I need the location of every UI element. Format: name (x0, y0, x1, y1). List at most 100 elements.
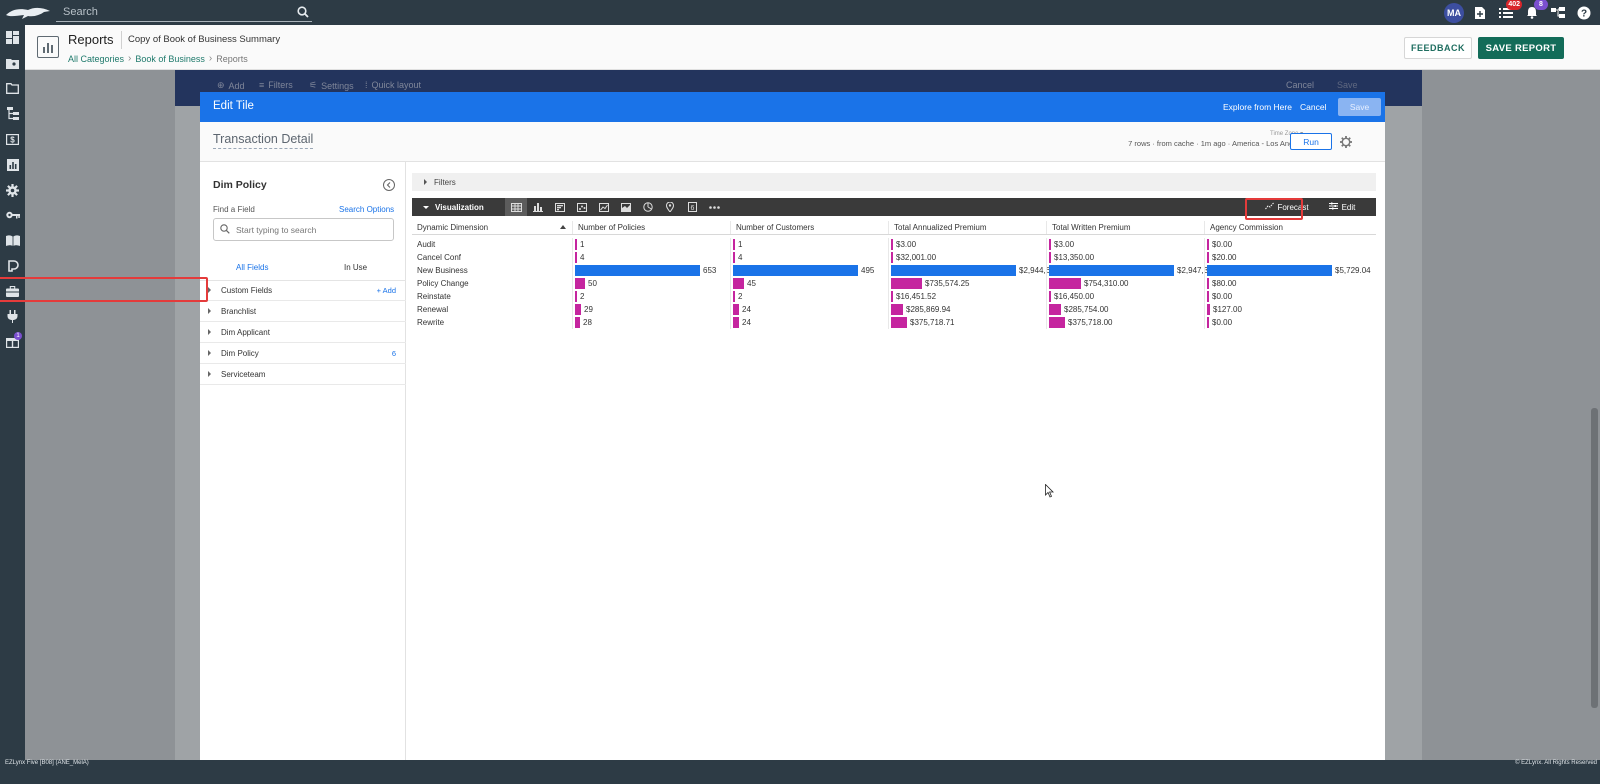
power-plug-icon[interactable] (0, 304, 25, 329)
key-icon[interactable] (0, 203, 25, 228)
row-dimension[interactable]: Rewrite (417, 318, 445, 327)
global-search-input[interactable] (56, 6, 294, 18)
grid-dots-icon: ⁞ (365, 80, 368, 90)
field-group-custom-fields[interactable]: Custom Fields + Add (200, 280, 406, 301)
ezlynx-logo[interactable] (0, 0, 56, 25)
column-header[interactable]: Number of Customers (730, 221, 888, 234)
table-cell: 495 (730, 264, 888, 277)
tab-in-use[interactable]: In Use (344, 263, 368, 272)
search-options-link[interactable]: Search Options (339, 205, 395, 214)
filters-section-toggle[interactable]: Filters (412, 173, 1376, 191)
column-header[interactable]: Number of Policies (572, 221, 730, 234)
folder-icon[interactable] (0, 76, 25, 101)
dashboard-filters-button[interactable]: ≡ Filters (259, 80, 293, 90)
pie-chart-icon[interactable] (637, 198, 659, 216)
add-tile-button[interactable]: ⊕ Add (217, 80, 245, 91)
new-document-icon[interactable] (1470, 3, 1490, 23)
explore-from-here-button[interactable]: Explore from Here (1223, 102, 1292, 112)
row-dimension[interactable]: Renewal (417, 305, 449, 314)
add-custom-field-button[interactable]: + Add (376, 285, 396, 295)
breadcrumb: All Categories › Book of Business › Repo… (68, 53, 248, 64)
breadcrumb-book-of-business[interactable]: Book of Business (135, 53, 205, 64)
breadcrumb-all-categories[interactable]: All Categories (68, 53, 125, 64)
tile-settings-gear-icon[interactable] (1338, 134, 1354, 150)
dashboard-save-button[interactable]: Save (1337, 80, 1358, 90)
contact-folder-icon[interactable] (0, 50, 25, 75)
cell-value: 2 (580, 292, 585, 301)
help-icon[interactable]: ? (1574, 3, 1594, 23)
row-dimension[interactable]: Cancel Conf (417, 253, 462, 262)
gear-icon[interactable] (0, 177, 25, 202)
table-cell: $735,574.25 (888, 277, 1046, 290)
data-bar (1207, 291, 1209, 302)
data-bar (1049, 278, 1081, 289)
nav-badge: 1 (14, 331, 22, 340)
feedback-button[interactable]: FEEDBACK (1404, 37, 1472, 59)
field-group-dim-policy[interactable]: Dim Policy 6 (200, 343, 406, 364)
column-header[interactable]: Total Annualized Premium (888, 221, 1046, 234)
data-bar (1207, 304, 1210, 315)
dashboard-settings-button[interactable]: ⚟ Settings (309, 80, 354, 91)
briefcase-icon[interactable] (0, 279, 25, 304)
column-header[interactable]: Total Written Premium (1046, 221, 1204, 234)
edit-visualization-button[interactable]: Edit (1322, 198, 1362, 216)
table-row: New Business 653 495 $2,944,654.46 $2,947,31… (412, 264, 1376, 277)
row-dimension[interactable]: Policy Change (417, 279, 469, 288)
dashboard-cancel-button[interactable]: Cancel (1286, 80, 1315, 90)
table-cell: $3.00 (888, 238, 1046, 251)
row-dimension[interactable]: New Business (417, 266, 468, 275)
hierarchy-icon[interactable] (0, 101, 25, 126)
book-icon[interactable] (0, 228, 25, 253)
modal-cancel-button[interactable]: Cancel (1300, 102, 1327, 112)
user-avatar[interactable]: MA (1444, 2, 1464, 23)
row-dimension[interactable]: Reinstate (417, 292, 451, 301)
single-value-icon[interactable]: 6 (681, 198, 703, 216)
search-icon[interactable] (294, 3, 312, 21)
map-pin-icon[interactable] (659, 198, 681, 216)
tile-title-input[interactable]: Transaction Detail (213, 132, 314, 149)
column-header[interactable]: Agency Commission (1204, 221, 1362, 234)
gift-icon[interactable]: 1 (0, 330, 25, 355)
quick-layout-button[interactable]: ⁞ Quick layout (365, 80, 422, 90)
column-chart-icon[interactable] (527, 198, 549, 216)
row-dimension[interactable]: Audit (417, 240, 436, 249)
bar-chart-icon[interactable] (549, 198, 571, 216)
org-chart-icon[interactable] (1548, 3, 1568, 23)
dashboard-icon[interactable] (0, 25, 25, 50)
field-picker-title: Dim Policy (213, 179, 267, 191)
billing-icon[interactable]: $ (0, 127, 25, 152)
mouse-cursor-icon (1045, 484, 1054, 498)
table-viz-icon[interactable] (505, 198, 527, 216)
save-report-button[interactable]: SAVE REPORT (1478, 37, 1564, 59)
visualization-label[interactable]: Visualization (435, 202, 484, 212)
tasks-icon[interactable]: 402 (1496, 0, 1522, 23)
sort-ascending-icon[interactable] (560, 225, 566, 229)
page-scrollbar-thumb[interactable] (1591, 408, 1598, 708)
more-visualizations-ellipsis-icon[interactable] (703, 198, 725, 216)
data-bar (891, 304, 903, 315)
field-search-input[interactable] (236, 224, 386, 235)
column-header[interactable]: Dynamic Dimension (412, 221, 572, 234)
modal-save-button[interactable]: Save (1338, 98, 1381, 116)
collapse-panel-icon[interactable] (383, 179, 395, 191)
line-chart-icon[interactable] (593, 198, 615, 216)
table-cell: $2,947,318.29 (1046, 264, 1228, 277)
reports-nav-icon[interactable] (0, 152, 25, 177)
notifications-bell-icon[interactable]: 8 (1522, 0, 1548, 23)
tab-all-fields[interactable]: All Fields (236, 263, 269, 272)
area-chart-icon[interactable] (615, 198, 637, 216)
svg-text:?: ? (1581, 8, 1587, 19)
field-group-branchlist[interactable]: Branchlist (200, 301, 406, 322)
run-button[interactable]: Run (1290, 133, 1332, 150)
table-cell: $0.00 (1204, 238, 1362, 251)
scatter-chart-icon[interactable] (571, 198, 593, 216)
cell-value: $5,729.04 (1335, 266, 1371, 275)
plugin-icon[interactable] (0, 254, 25, 279)
forecast-button[interactable]: Forecast (1260, 198, 1314, 216)
table-cell: 28 (572, 316, 730, 329)
table-row: Audit 1 1 $3.00 $3.00 $0.00 (412, 238, 1376, 251)
field-group-serviceteam[interactable]: Serviceteam (200, 364, 406, 385)
caret-down-icon[interactable] (423, 205, 429, 209)
field-group-dim-applicant[interactable]: Dim Applicant (200, 322, 406, 343)
table-row: Reinstate 2 2 $16,451.52 $16,450.00 $0.00 (412, 290, 1376, 303)
